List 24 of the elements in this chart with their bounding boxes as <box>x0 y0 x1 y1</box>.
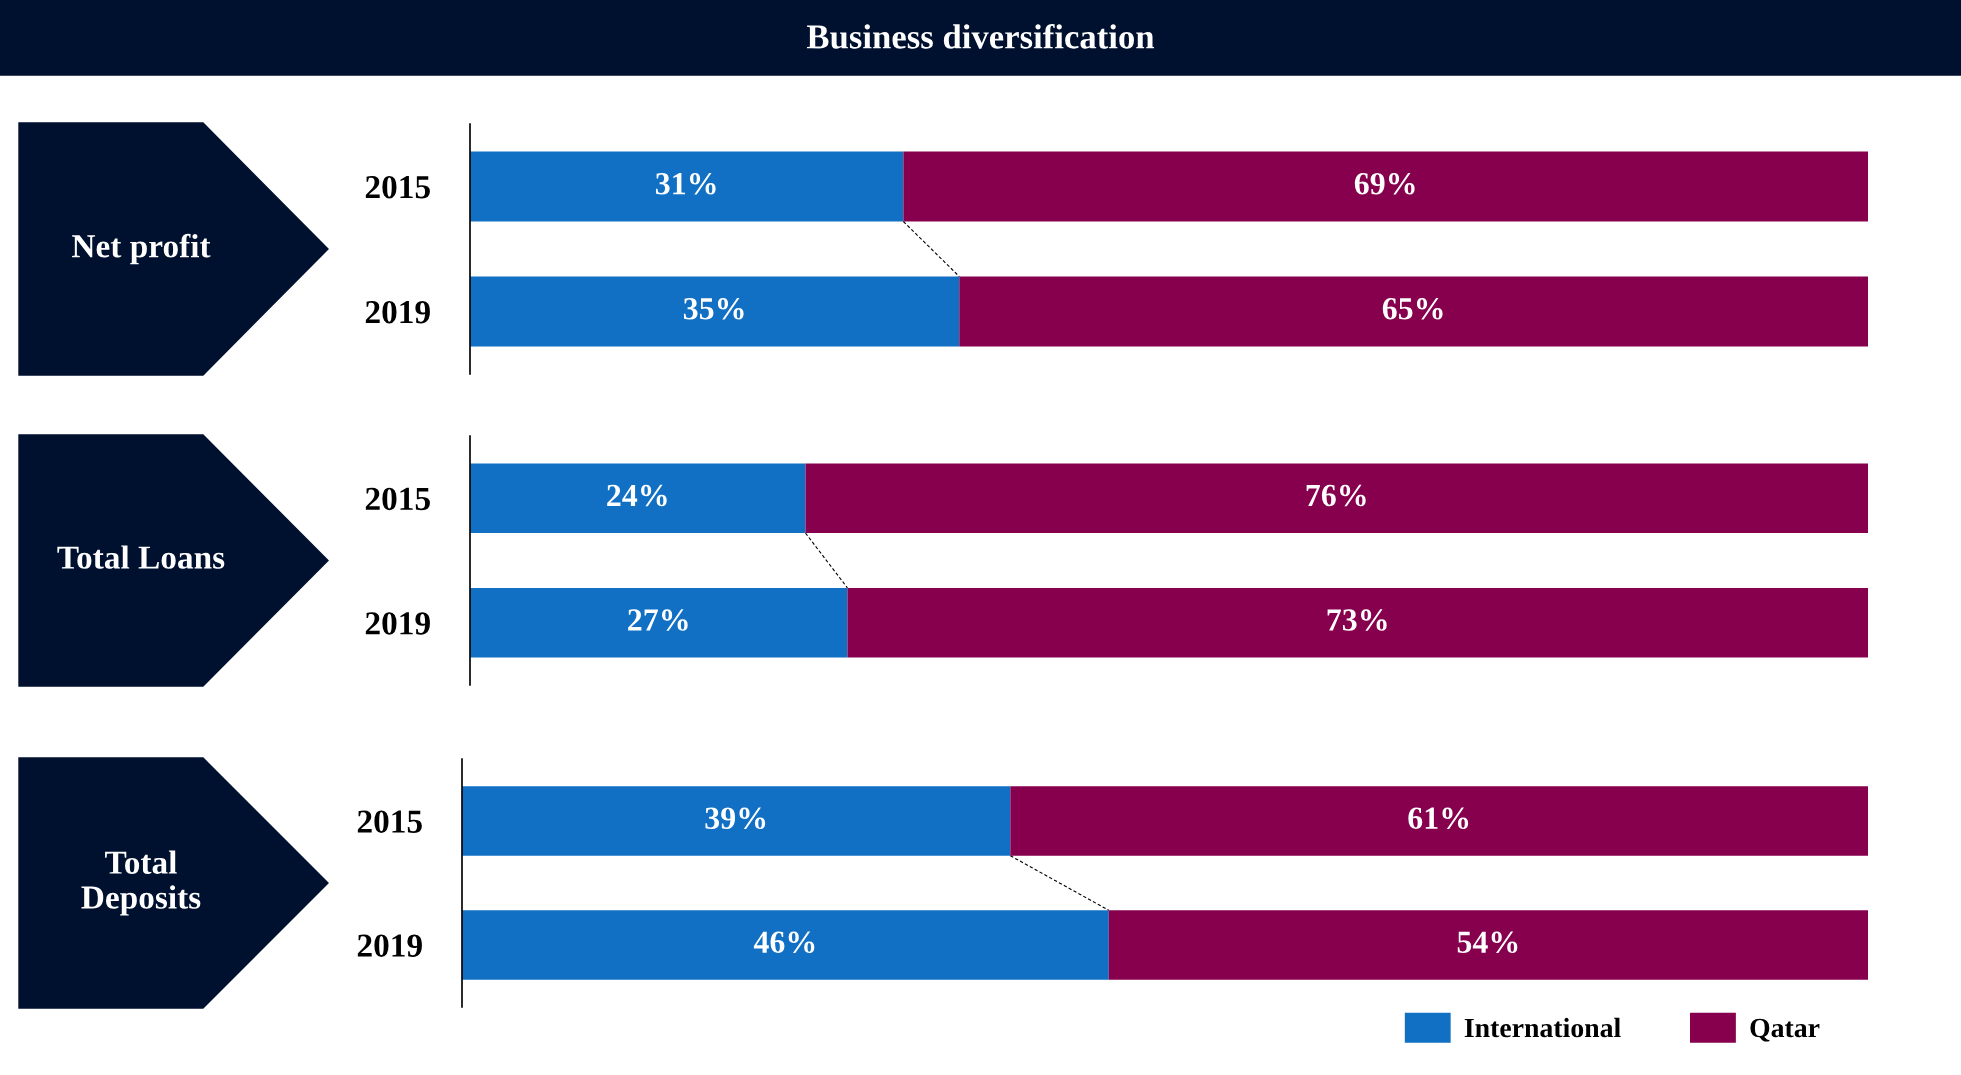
y-tick-label: 2019 <box>357 934 422 957</box>
data-label: 35% <box>683 297 744 320</box>
y-tick-label: 2015 <box>365 175 430 199</box>
data-label: 73% <box>1327 609 1387 631</box>
y-tick-label: 2019 <box>365 612 430 635</box>
data-label: 61% <box>1408 807 1469 830</box>
y-axis-title: Total Deposits <box>81 850 201 916</box>
legend-label: Qatar <box>1750 1018 1820 1042</box>
chart-title: Business diversification <box>806 23 1155 49</box>
data-label: 24% <box>607 484 667 507</box>
y-axis-title: Total Loans <box>57 545 225 569</box>
y-tick-label: 2015 <box>357 810 422 833</box>
data-label: 69% <box>1354 172 1415 195</box>
data-label: 54% <box>1457 931 1518 954</box>
y-axis-title: Net profit <box>72 233 211 265</box>
data-label: 39% <box>705 807 766 830</box>
data-label: 46% <box>753 931 815 954</box>
data-label: 65% <box>1382 297 1443 320</box>
y-tick-label: 2019 <box>365 300 430 324</box>
legend-label: International <box>1464 1017 1621 1038</box>
data-label: 76% <box>1306 484 1366 507</box>
y-tick-label: 2015 <box>365 487 430 511</box>
data-label: 27% <box>628 609 688 631</box>
data-label: 31% <box>655 172 716 195</box>
